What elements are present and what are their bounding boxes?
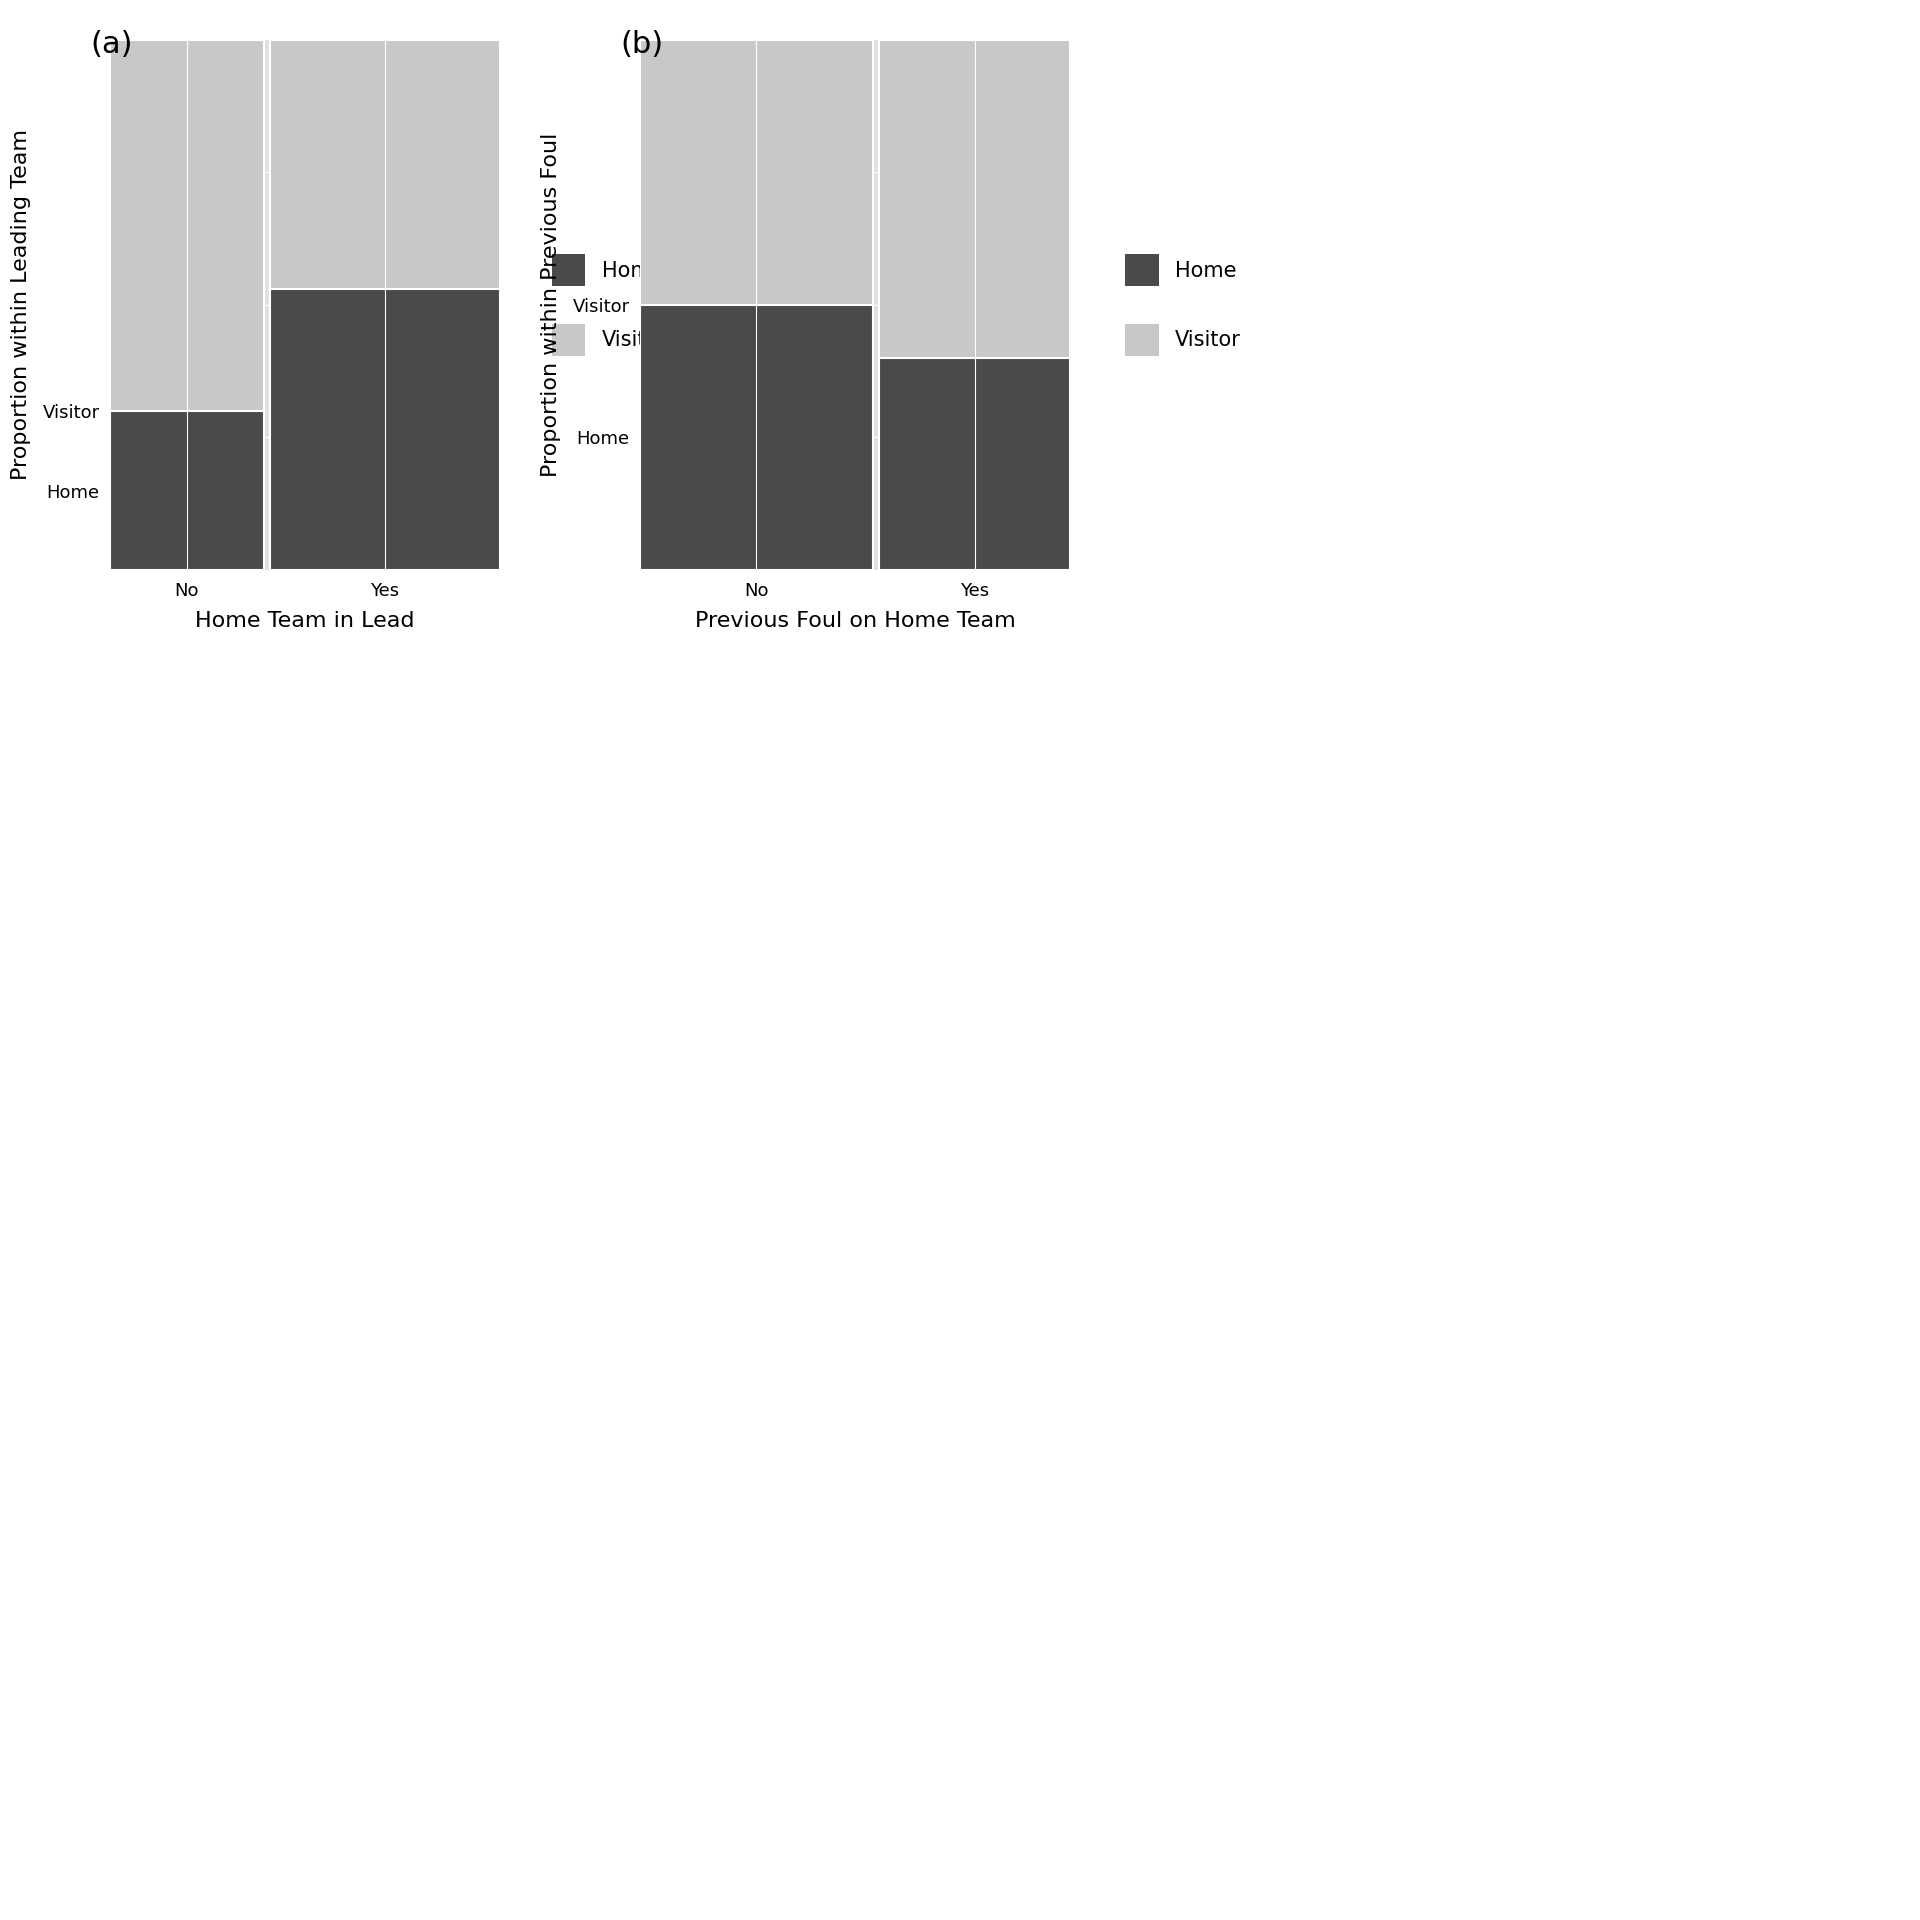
Y-axis label: Proportion within Previous Foul: Proportion within Previous Foul [541,132,561,478]
Bar [879,357,1069,570]
Bar [109,40,263,411]
Text: (a): (a) [90,31,132,60]
X-axis label: Previous Foul on Home Team: Previous Foul on Home Team [695,611,1016,632]
Legend: Home, Visitor: Home, Visitor [1116,244,1252,367]
Bar [639,40,874,305]
Bar [269,40,499,290]
Bar [269,290,499,570]
X-axis label: Home Team in Lead: Home Team in Lead [196,611,415,632]
Y-axis label: Proportion within Leading Team: Proportion within Leading Team [12,129,31,480]
Legend: Home, Visitor: Home, Visitor [541,244,678,367]
Bar [879,40,1069,357]
Text: (b): (b) [620,31,664,60]
Bar [639,305,874,570]
Bar [109,411,263,570]
